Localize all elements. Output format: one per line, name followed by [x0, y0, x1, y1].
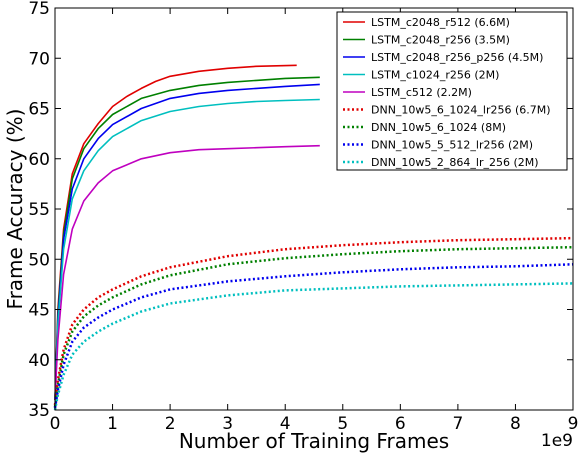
series-line-1: [54, 64, 297, 400]
series-line-6: [53, 236, 574, 406]
x-tick-label: 2: [165, 414, 176, 434]
y-tick-label: 55: [28, 200, 50, 220]
x-axis-title: Number of Training Frames: [179, 429, 449, 453]
x-tick-label: 1: [107, 414, 118, 434]
y-tick-label: 65: [28, 100, 50, 120]
y-tick-label: 35: [28, 401, 50, 421]
x-tick-label: 0: [50, 414, 61, 434]
y-tick-label: 50: [28, 250, 50, 270]
legend-label: LSTM_c2048_r256 (3.5M): [371, 34, 510, 47]
x-tick-label: 3: [222, 414, 233, 434]
x-tick-label: 7: [452, 414, 463, 434]
y-axis-title: Frame Accuracy (%): [3, 109, 27, 310]
x-tick-label: 5: [337, 414, 348, 434]
y-tick-label: 75: [28, 0, 50, 19]
y-tick-label: 60: [28, 150, 50, 170]
x-tick-label: 6: [395, 414, 406, 434]
legend-label: DNN_10w5_5_512_lr256 (2M): [371, 139, 533, 152]
x-tick-label: 9: [568, 414, 579, 434]
legend-label: DNN_10w5_6_1024 (8M): [371, 121, 506, 134]
y-tick-label: 40: [28, 351, 50, 371]
x-offset-label: 1e9: [541, 431, 573, 451]
series-line-3: [54, 83, 320, 400]
legend-label: LSTM_c1024_r256 (2M): [371, 69, 499, 82]
series-line-8: [53, 263, 574, 409]
y-tick-label: 70: [28, 49, 50, 69]
x-tick-label: 4: [280, 414, 291, 434]
series-line-4: [54, 98, 320, 400]
legend-label: DNN_10w5_2_864_lr_256 (2M): [371, 156, 539, 169]
series-line-2: [54, 76, 320, 400]
legend-box: [336, 11, 568, 171]
legend-label: DNN_10w5_6_1024_lr256 (6.7M): [371, 104, 551, 117]
legend-label: LSTM_c2048_r256_p256 (4.5M): [371, 51, 543, 64]
legend-label: LSTM_c2048_r512 (6.6M): [371, 16, 510, 29]
legend: LSTM_c2048_r512 (6.6M) LSTM_c2048_r256 (3…: [336, 11, 568, 171]
series-line-7: [53, 245, 574, 408]
x-tick-label: 8: [510, 414, 521, 434]
series-line-9: [53, 282, 574, 411]
legend-label: LSTM_c512 (2.2M): [371, 86, 472, 99]
y-tick-label: 45: [28, 301, 50, 321]
plot-lines: [53, 64, 574, 411]
series-line-5: [54, 144, 320, 400]
